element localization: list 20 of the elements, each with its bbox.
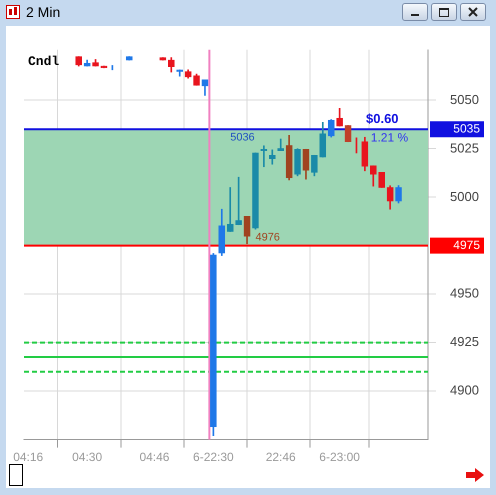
annotation: 4976 bbox=[255, 232, 280, 244]
annotation: Cndl bbox=[28, 54, 60, 70]
annotation: 5036 bbox=[230, 131, 255, 144]
x-tick-label: 04:16 bbox=[13, 450, 44, 464]
y-tick-label: 5050 bbox=[450, 92, 479, 107]
y-tick-label: 4950 bbox=[450, 286, 479, 301]
x-tick-label: 6-22:30 bbox=[193, 450, 234, 464]
x-tick-label: 6-23:00 bbox=[319, 450, 360, 464]
x-tick-label: 04:46 bbox=[139, 450, 170, 464]
x-tick-label: 22:46 bbox=[266, 450, 296, 464]
ref-line-label: 5035 bbox=[453, 122, 480, 136]
y-tick-label: 4925 bbox=[450, 334, 479, 350]
y-tick-label: 5025 bbox=[450, 140, 479, 156]
chart-title: 2 Min bbox=[26, 4, 60, 20]
y-tick-label: 5000 bbox=[450, 188, 479, 204]
annotation: $0.60 bbox=[366, 110, 399, 126]
annotation: 1.21 % bbox=[370, 130, 408, 145]
x-tick-label: 04:30 bbox=[72, 450, 102, 464]
ref-line-label: 4975 bbox=[453, 238, 480, 252]
y-tick-label: 4900 bbox=[450, 382, 479, 398]
